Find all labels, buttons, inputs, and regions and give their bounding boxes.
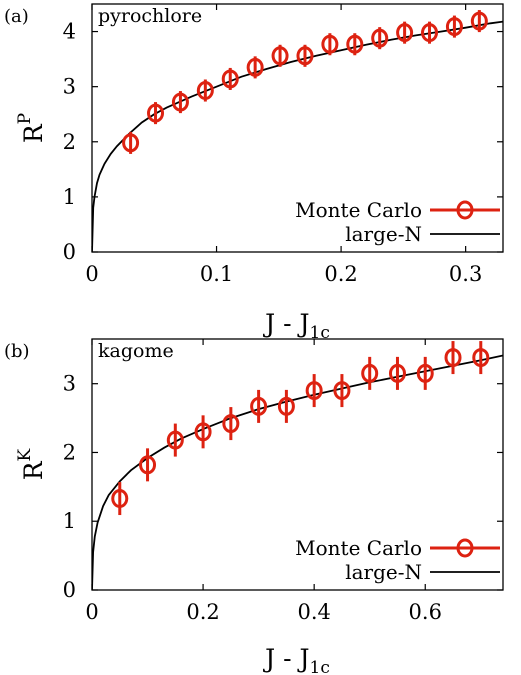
monte-carlo-point [321,34,339,54]
x-axis-label: J - J1c [262,309,330,343]
monte-carlo-point [472,348,490,368]
monte-carlo-point [147,103,165,123]
y-tick-label: 4 [63,20,76,44]
monte-carlo-point [221,69,239,89]
y-axis-label: RP [15,113,48,143]
monte-carlo-point [246,57,264,77]
panel-1: 0 0.2 0.4 0.6 0 1 2 3 J - J1c RK (b) kagome Monte Ca… [4,338,504,675]
monte-carlo-point [222,414,240,434]
panel-tag: (a) [4,6,29,27]
x-tick-label: 0.6 [409,600,442,624]
y-tick-label: 1 [63,185,76,209]
x-tick-label: 0.2 [186,600,219,624]
monte-carlo-point [416,363,434,383]
monte-carlo-point [305,381,323,401]
x-tick-label: 0.3 [449,262,482,286]
monte-carlo-point [250,396,268,416]
monte-carlo-point [361,363,379,383]
monte-carlo-point [333,381,351,401]
monte-carlo-point [166,430,184,450]
legend-marker-monte-carlo [456,200,474,220]
x-axis-label: J - J1c [262,644,330,675]
monte-carlo-point [444,348,462,368]
monte-carlo-point [111,489,129,509]
legend-label-large-n: large-N [345,222,422,246]
y-tick-label: 2 [63,130,76,154]
y-tick-label: 3 [63,372,76,396]
y-tick-label: 1 [63,509,76,533]
plot-frame [91,3,504,253]
x-tick-label: 0 [85,600,98,624]
monte-carlo-point [470,11,488,31]
panel-title: kagome [98,340,174,362]
monte-carlo-point [196,81,214,101]
y-tick-label: 2 [63,440,76,464]
monte-carlo-point [388,363,406,383]
monte-carlo-point [421,23,439,43]
x-tick-label: 0.4 [297,600,330,624]
monte-carlo-point [171,92,189,112]
legend-label-monte-carlo: Monte Carlo [295,536,422,560]
monte-carlo-point [277,396,295,416]
x-tick-label: 0.1 [200,262,233,286]
monte-carlo-point [371,28,389,48]
panel-tag: (b) [4,341,30,362]
panel-0: 0 0.1 0.2 0.3 0 1 2 3 4 J - J1c RP (a) pyrochlore Mon… [4,3,504,343]
monte-carlo-point [445,17,463,37]
monte-carlo-point [194,422,212,442]
monte-carlo-point [122,133,140,153]
y-tick-label: 0 [63,240,76,264]
legend-marker-monte-carlo [456,538,474,558]
y-tick-label: 0 [63,578,76,602]
large-n-line [92,20,503,252]
panel-title: pyrochlore [98,5,202,27]
plot-frame [91,338,504,591]
y-axis-label: RK [15,448,48,480]
monte-carlo-point [346,34,364,54]
x-tick-label: 0 [85,262,98,286]
x-tick-label: 0.2 [324,262,357,286]
legend-label-monte-carlo: Monte Carlo [295,198,422,222]
y-tick-label: 3 [63,75,76,99]
monte-carlo-point [139,455,157,475]
monte-carlo-point [396,23,414,43]
legend-label-large-n: large-N [345,560,422,584]
monte-carlo-point [296,46,314,66]
monte-carlo-point [271,46,289,66]
